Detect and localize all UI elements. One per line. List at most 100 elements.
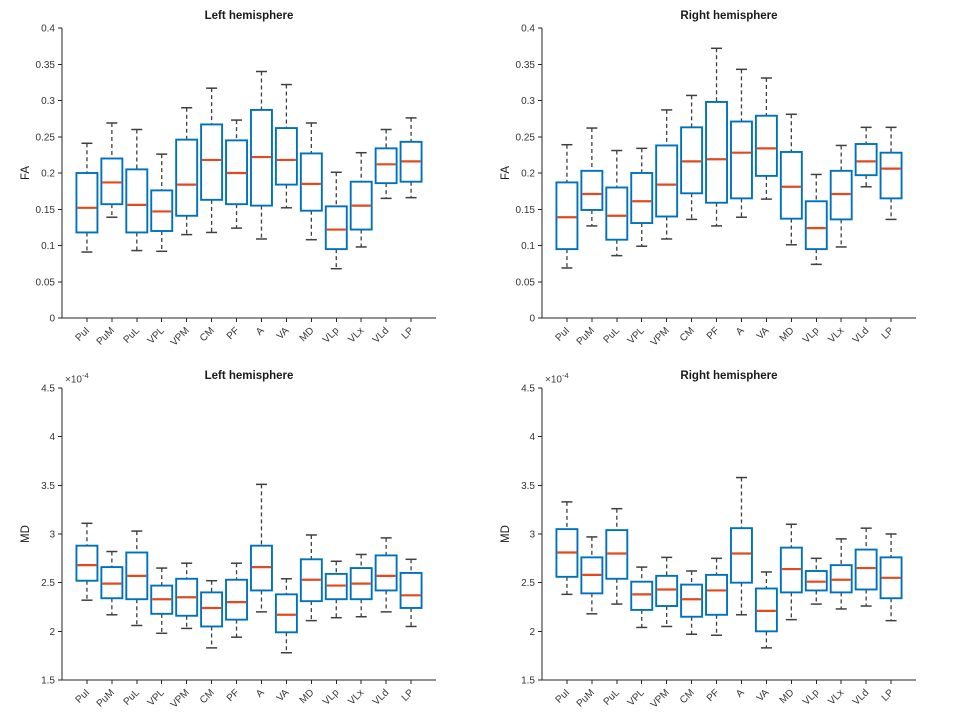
iqr-box bbox=[274, 593, 298, 634]
x-tick-label-PuI: PuI bbox=[554, 325, 572, 343]
box-PuL bbox=[605, 149, 629, 257]
iqr-box bbox=[555, 181, 579, 251]
iqr-box bbox=[829, 169, 853, 221]
y-tick-label: 0.25 bbox=[516, 132, 536, 143]
exponent-sup: -4 bbox=[81, 371, 89, 380]
y-tick-label: 0.1 bbox=[521, 241, 535, 252]
iqr-box bbox=[854, 143, 878, 177]
iqr-box bbox=[75, 172, 99, 234]
iqr-box bbox=[200, 591, 224, 628]
box-PuI bbox=[75, 142, 99, 253]
y-tick-label: 0 bbox=[49, 314, 55, 325]
x-tick-label-VLp: VLp bbox=[801, 325, 822, 346]
iqr-box bbox=[125, 168, 149, 234]
iqr-box bbox=[555, 528, 579, 578]
iqr-box bbox=[730, 527, 753, 584]
iqr-box bbox=[879, 556, 903, 600]
iqr-box bbox=[225, 578, 248, 621]
iqr-box bbox=[150, 584, 174, 615]
x-tick-label-A: A bbox=[254, 325, 267, 338]
box-VLx bbox=[349, 151, 373, 248]
iqr-box bbox=[854, 548, 878, 591]
box-PF bbox=[225, 119, 248, 229]
iqr-box bbox=[754, 587, 778, 633]
box-VLp bbox=[324, 171, 348, 270]
x-tick-label-VPL: VPL bbox=[626, 687, 647, 708]
y-tick-label: 0.15 bbox=[516, 205, 536, 216]
x-tick-label-PF: PF bbox=[225, 687, 242, 704]
x-tick-label-MD: MD bbox=[298, 687, 317, 706]
y-tick-label: 0.25 bbox=[36, 132, 56, 143]
x-tick-label-VLd: VLd bbox=[851, 687, 871, 707]
y-tick-label: 0.05 bbox=[516, 277, 536, 288]
y-tick-label: 4.5 bbox=[521, 384, 535, 395]
y-tick-label: 0.4 bbox=[521, 24, 535, 35]
y-tick-label: 4 bbox=[49, 432, 55, 443]
iqr-box bbox=[399, 571, 423, 609]
iqr-box bbox=[150, 189, 174, 232]
box-VPM bbox=[655, 556, 679, 628]
iqr-box bbox=[605, 186, 629, 241]
box-PuM bbox=[100, 122, 124, 218]
x-tick-label-A: A bbox=[734, 687, 747, 700]
x-tick-label-VA: VA bbox=[275, 687, 292, 704]
x-tick-label-CM: CM bbox=[198, 687, 217, 706]
y-tick-label: 0.2 bbox=[521, 169, 535, 180]
box-PuI bbox=[555, 143, 579, 269]
axis-lines bbox=[541, 28, 916, 319]
box-MD bbox=[299, 122, 323, 241]
y-tick-label: 0.1 bbox=[41, 241, 55, 252]
box-VPM bbox=[175, 107, 199, 236]
x-tick-label-PuL: PuL bbox=[602, 325, 623, 346]
box-VA bbox=[274, 83, 298, 209]
box-VLd bbox=[374, 537, 398, 613]
iqr-box bbox=[250, 544, 273, 592]
x-tick-label-VPM: VPM bbox=[169, 687, 192, 710]
box-MD bbox=[779, 523, 803, 621]
iqr-box bbox=[804, 200, 828, 251]
box-VLp bbox=[324, 560, 348, 619]
iqr-box bbox=[374, 554, 398, 592]
box-LP bbox=[879, 533, 903, 622]
x-tick-label-CM: CM bbox=[198, 325, 217, 344]
y-tick-label: 0.35 bbox=[36, 60, 56, 71]
x-tick-label-PF: PF bbox=[705, 687, 722, 704]
x-tick-label-VPL: VPL bbox=[626, 325, 647, 346]
iqr-box bbox=[730, 120, 753, 200]
y-tick-label: 0 bbox=[529, 314, 535, 325]
y-tick-label: 1.5 bbox=[41, 676, 55, 687]
box-LP bbox=[399, 117, 423, 199]
iqr-box bbox=[324, 205, 348, 251]
box-PuM bbox=[580, 127, 604, 227]
y-tick-label: 2.5 bbox=[41, 578, 55, 589]
x-tick-label-VLx: VLx bbox=[346, 687, 366, 707]
iqr-box bbox=[225, 139, 248, 206]
x-tick-label-VA: VA bbox=[275, 325, 292, 342]
iqr-box bbox=[879, 151, 903, 200]
x-tick-label-VLd: VLd bbox=[371, 687, 391, 707]
box-PuM bbox=[100, 550, 124, 616]
box-PF bbox=[225, 562, 248, 638]
box-VPL bbox=[150, 567, 174, 635]
x-tick-label-VLp: VLp bbox=[801, 687, 822, 708]
box-VPL bbox=[630, 566, 654, 629]
iqr-box bbox=[680, 126, 704, 195]
x-tick-label-PuM: PuM bbox=[95, 687, 117, 709]
y-exponent-md-left: ×10-4 bbox=[65, 371, 89, 385]
box-PuL bbox=[125, 530, 149, 627]
box-VLp bbox=[804, 173, 828, 266]
y-tick-label: 1.5 bbox=[521, 676, 535, 687]
iqr-box bbox=[125, 551, 149, 601]
y-tick-label: 4 bbox=[529, 432, 535, 443]
iqr-box bbox=[250, 108, 273, 207]
y-tick-label: 0.2 bbox=[41, 169, 55, 180]
iqr-box bbox=[399, 140, 423, 183]
iqr-box bbox=[299, 152, 323, 212]
iqr-box bbox=[705, 573, 728, 616]
exponent-base: ×10 bbox=[545, 374, 562, 386]
y-tick-label: 2 bbox=[529, 627, 535, 638]
x-tick-label-PF: PF bbox=[705, 325, 722, 342]
box-VA bbox=[754, 571, 778, 649]
